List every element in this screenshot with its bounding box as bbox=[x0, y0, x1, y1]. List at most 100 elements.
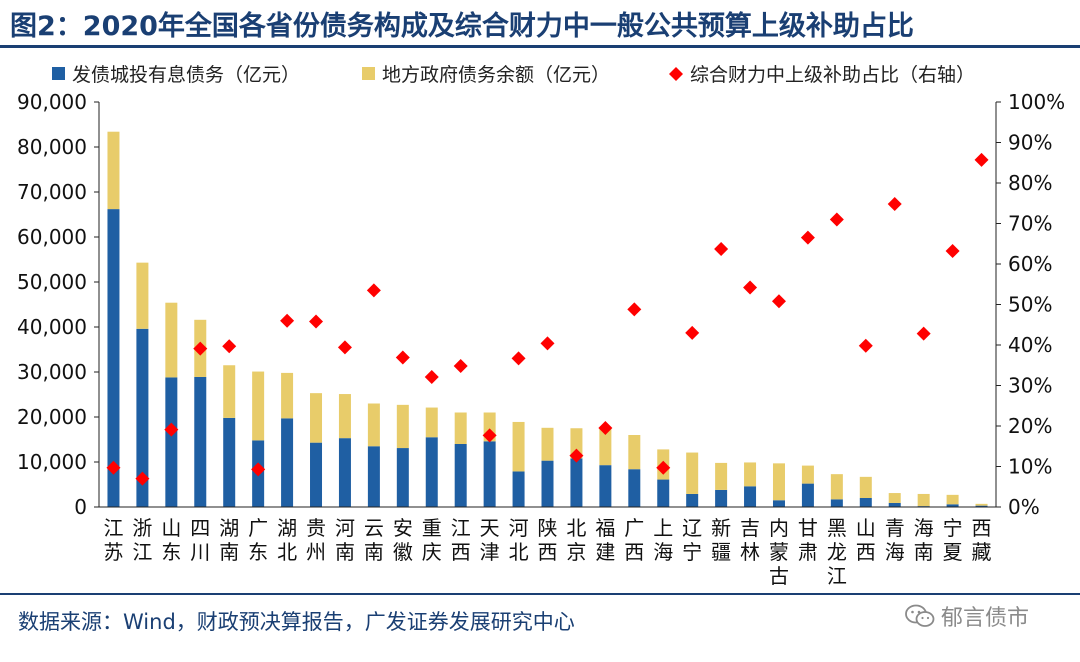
category-label: 浙江 bbox=[132, 516, 152, 564]
bar-local-gov-debt bbox=[338, 394, 351, 439]
left-tick-label: 30,000 bbox=[17, 360, 87, 384]
bar-urban-debt bbox=[715, 489, 728, 507]
marker-subsidy-share bbox=[569, 448, 584, 463]
marker-subsidy-share bbox=[627, 302, 642, 317]
left-tick-label: 40,000 bbox=[17, 315, 87, 339]
bar-local-gov-debt bbox=[396, 404, 409, 449]
marker-subsidy-share bbox=[800, 230, 815, 245]
bar-urban-debt bbox=[888, 502, 901, 507]
title-underline bbox=[0, 45, 1080, 48]
category-label: 山东 bbox=[161, 516, 181, 564]
bar-urban-debt bbox=[194, 376, 207, 507]
bar-urban-debt bbox=[772, 500, 785, 507]
marker-subsidy-share bbox=[743, 280, 758, 295]
marker-subsidy-share bbox=[482, 428, 497, 443]
category-label: 西藏 bbox=[972, 516, 992, 564]
bar-local-gov-debt bbox=[425, 407, 438, 438]
category-label: 天津 bbox=[480, 516, 500, 564]
category-label: 内蒙古 bbox=[769, 516, 789, 588]
chart: 发债城投有息债务（亿元） 地方政府债务余额（亿元） 综合财力中上级补助占比（右轴） … bbox=[17, 64, 1065, 588]
bar-urban-debt bbox=[570, 458, 583, 507]
left-tick-label: 70,000 bbox=[17, 180, 87, 204]
bar-local-gov-debt bbox=[859, 476, 872, 498]
bar-local-gov-debt bbox=[107, 131, 120, 210]
bar-urban-debt bbox=[599, 465, 612, 507]
bar-urban-debt bbox=[338, 438, 351, 507]
category-label: 青海 bbox=[885, 516, 905, 564]
bar-local-gov-debt bbox=[570, 428, 583, 459]
bar-local-gov-debt bbox=[541, 427, 554, 461]
category-label: 陕西 bbox=[538, 516, 558, 564]
bar-urban-debt bbox=[367, 446, 380, 507]
marker-subsidy-share bbox=[193, 341, 208, 356]
bar-local-gov-debt bbox=[512, 421, 525, 472]
marker-subsidy-share bbox=[424, 369, 439, 384]
axes: 0 10,000 20,000 30,000 40,000 50,000 60,000 70,… bbox=[17, 90, 1065, 588]
bar-local-gov-debt bbox=[367, 403, 380, 447]
marker-subsidy-share bbox=[656, 460, 671, 475]
marker-subsidy-share bbox=[453, 359, 468, 374]
category-label: 宁夏 bbox=[943, 516, 963, 564]
chart-title: 图2：2020年全国各省份债务构成及综合财力中一般公共预算上级补助占比 bbox=[10, 11, 914, 42]
right-tick-label: 90% bbox=[1008, 131, 1052, 155]
category-label: 甘肃 bbox=[798, 516, 818, 564]
marker-subsidy-share bbox=[858, 338, 873, 353]
category-label: 福建 bbox=[595, 516, 615, 564]
marker-subsidy-share bbox=[366, 283, 381, 298]
category-label: 海南 bbox=[914, 516, 934, 564]
left-tick-label: 50,000 bbox=[17, 270, 87, 294]
right-tick-label: 30% bbox=[1008, 374, 1052, 398]
right-tick-label: 100% bbox=[1008, 90, 1065, 114]
marker-subsidy-share bbox=[106, 460, 121, 475]
bars bbox=[107, 131, 988, 507]
marker-subsidy-share bbox=[540, 336, 555, 351]
left-tick-label: 80,000 bbox=[17, 135, 87, 159]
marker-subsidy-share bbox=[395, 350, 410, 365]
legend-swatch bbox=[362, 67, 375, 80]
bar-local-gov-debt bbox=[281, 372, 294, 419]
legend-label: 发债城投有息债务（亿元） bbox=[72, 64, 300, 86]
bar-urban-debt bbox=[975, 505, 988, 507]
right-tick-label: 0% bbox=[1008, 495, 1040, 519]
category-label: 湖北 bbox=[277, 516, 297, 564]
bar-local-gov-debt bbox=[772, 463, 785, 501]
right-tick-label: 70% bbox=[1008, 212, 1052, 236]
category-label: 吉林 bbox=[740, 516, 760, 564]
marker-subsidy-share bbox=[771, 294, 786, 309]
marker-subsidy-share bbox=[829, 212, 844, 227]
marker-subsidy-share bbox=[337, 340, 352, 355]
bar-urban-debt bbox=[223, 417, 236, 507]
bar-urban-debt bbox=[310, 442, 323, 507]
left-tick-label: 0 bbox=[74, 495, 87, 519]
category-label: 湖南 bbox=[219, 516, 239, 564]
legend: 发债城投有息债务（亿元） 地方政府债务余额（亿元） 综合财力中上级补助占比（右轴） bbox=[52, 64, 975, 86]
watermark-text: 郁言债市 bbox=[941, 606, 1030, 631]
bar-urban-debt bbox=[425, 437, 438, 507]
source-divider bbox=[0, 593, 1080, 595]
bar-local-gov-debt bbox=[310, 393, 323, 443]
legend-swatch bbox=[669, 67, 683, 81]
bar-local-gov-debt bbox=[744, 462, 757, 487]
category-label: 安徽 bbox=[393, 516, 413, 564]
marker-subsidy-share bbox=[164, 422, 179, 437]
bar-local-gov-debt bbox=[801, 465, 814, 484]
legend-label: 综合财力中上级补助占比（右轴） bbox=[690, 64, 975, 86]
bar-urban-debt bbox=[512, 471, 525, 507]
bar-urban-debt bbox=[281, 418, 294, 507]
bar-local-gov-debt bbox=[715, 462, 728, 490]
bar-local-gov-debt bbox=[888, 493, 901, 503]
markers bbox=[106, 152, 989, 486]
source-note: 数据来源：Wind，财政预决算报告，广发证券发展研究中心 bbox=[18, 610, 575, 634]
category-label: 重庆 bbox=[422, 516, 442, 564]
right-tick-label: 10% bbox=[1008, 455, 1052, 479]
category-label: 广西 bbox=[624, 516, 644, 564]
bar-local-gov-debt bbox=[454, 412, 467, 444]
left-tick-label: 90,000 bbox=[17, 90, 87, 114]
left-tick-label: 10,000 bbox=[17, 450, 87, 474]
bar-urban-debt bbox=[686, 493, 699, 507]
category-label: 云南 bbox=[364, 516, 384, 564]
wechat-icon bbox=[905, 604, 935, 627]
marker-subsidy-share bbox=[598, 421, 613, 436]
category-label: 广东 bbox=[248, 516, 268, 564]
bar-urban-debt bbox=[483, 441, 496, 507]
